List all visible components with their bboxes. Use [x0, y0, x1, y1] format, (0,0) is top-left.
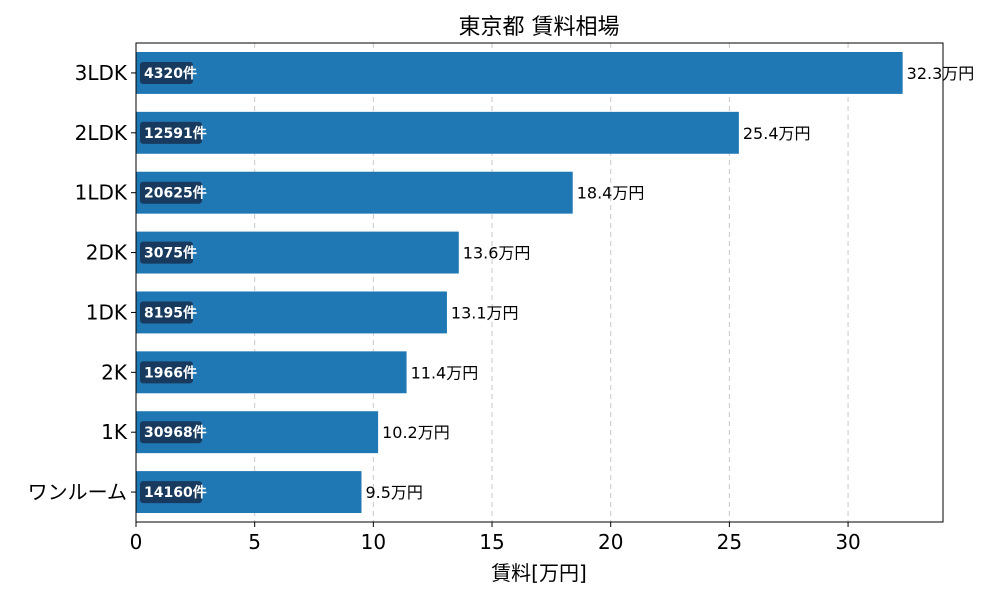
bars: [136, 51, 903, 514]
count-label: 12591件: [144, 125, 207, 142]
count-badge: [140, 421, 202, 444]
count-label: 30968件: [144, 424, 207, 441]
count-label: 4320件: [144, 65, 197, 82]
y-tick-label: 1DK: [86, 300, 128, 324]
x-tick-label: 10: [361, 530, 386, 554]
y-tick-label: 2DK: [86, 241, 128, 265]
value-label: 11.4万円: [411, 363, 479, 382]
y-tick-label: 1K: [101, 420, 128, 444]
chart-title: 東京都 賃料相場: [459, 15, 620, 40]
count-badge: [140, 181, 202, 204]
value-label: 10.2万円: [382, 423, 450, 442]
bar-labels: 32.3万円 4320件 25.4万円 12591件 18.4万円 20625件 13.6万…: [140, 61, 975, 504]
x-tick-label: 15: [479, 530, 504, 554]
count-label: 20625件: [144, 185, 207, 202]
value-label: 13.1万円: [451, 303, 519, 322]
count-badge: [140, 61, 193, 84]
count-label: 8195件: [144, 304, 197, 321]
plot-area-frame: [135, 42, 944, 523]
count-badge: [140, 481, 202, 504]
value-label: 25.4万円: [743, 124, 811, 143]
y-tick-label: 1LDK: [75, 181, 128, 205]
count-label: 3075件: [144, 245, 197, 262]
count-badge: [140, 301, 193, 324]
x-tick-label: 0: [130, 530, 143, 554]
y-axis-ticks: 3LDK 2LDK 1LDK 2DK 1DK 2K 1K ワンルーム: [28, 61, 136, 504]
x-tick-label: 30: [835, 530, 860, 554]
value-label: 13.6万円: [463, 244, 531, 263]
count-badge: [140, 121, 202, 144]
value-label: 32.3万円: [907, 64, 975, 83]
bar: [136, 51, 903, 94]
y-tick-label: ワンルーム: [28, 480, 127, 504]
x-axis-label: 賃料[万円]: [491, 561, 587, 585]
y-tick-label: 2K: [101, 360, 128, 384]
y-tick-label: 2LDK: [75, 121, 128, 145]
x-tick-label: 5: [248, 530, 261, 554]
count-label: 1966件: [144, 364, 197, 381]
bar: [136, 111, 739, 154]
x-tick-label: 20: [598, 530, 623, 554]
x-axis-ticks: 0 5 10 15 20 25 30: [130, 522, 861, 554]
bar: [136, 171, 573, 214]
y-tick-label: 3LDK: [75, 61, 128, 85]
count-badge: [140, 241, 193, 264]
x-tick-label: 25: [717, 530, 742, 554]
value-label: 9.5万円: [365, 483, 422, 502]
count-badge: [140, 361, 193, 384]
value-label: 18.4万円: [577, 184, 645, 203]
count-label: 14160件: [144, 484, 207, 501]
